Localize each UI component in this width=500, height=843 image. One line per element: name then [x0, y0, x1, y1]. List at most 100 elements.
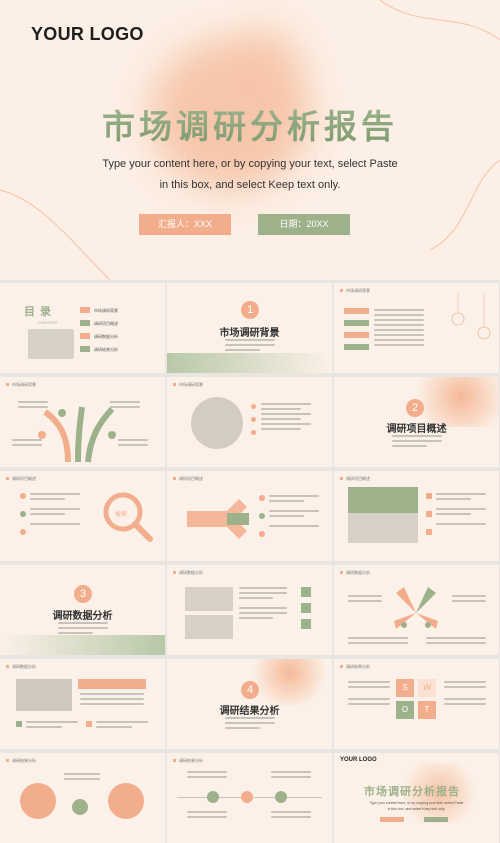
thumb-toc[interactable]: 目 录 CONTENT 市场调研背景 调研项目概述 调研数据分析 调研结果分析 [0, 283, 165, 373]
bullet [16, 721, 22, 727]
text-placeholder [26, 721, 78, 731]
subtitle-line-2: in this box, and select Keep text only. [159, 179, 341, 191]
icon-tile [301, 587, 311, 597]
slide-header: 调研结果分析 [340, 664, 370, 670]
thumb-photo-list[interactable]: 市场调研背景 [167, 377, 332, 467]
thumb-end-cover[interactable]: YOUR LOGO 市场调研分析报告 Type your content her… [334, 753, 499, 843]
toc-content-label: CONTENT [38, 320, 58, 325]
keyboard-photo [16, 679, 72, 711]
photo [185, 615, 233, 639]
text-placeholder [436, 493, 486, 528]
thumb-arrows[interactable]: 市场调研背景 [0, 377, 165, 467]
thumb-section-1[interactable]: 1 市场调研背景 [167, 283, 332, 373]
slide-header: 调研项目概述 [340, 476, 370, 482]
toc-marker-2 [80, 320, 90, 326]
thumb-background-list[interactable]: 市场调研背景 [334, 283, 499, 373]
section-label: 调研结果分析 [219, 706, 280, 717]
section-number: 1 [241, 301, 259, 319]
timeline-node [207, 791, 219, 803]
thumb-search[interactable]: 调研项目概述 搜索 [0, 471, 165, 561]
end-tag [424, 817, 448, 822]
text-placeholder [80, 693, 144, 708]
bullet [86, 721, 92, 727]
text-placeholder [118, 439, 148, 449]
text-placeholder [374, 309, 424, 349]
toc-item-3: 调研数据分析 [94, 334, 118, 339]
peach-glow [247, 659, 332, 705]
text-placeholder [239, 587, 287, 622]
section-number: 3 [74, 585, 92, 603]
thumb-fan-diagram[interactable]: 调研数据分析 [334, 565, 499, 655]
bullet [20, 493, 26, 499]
section-label: 调研项目概述 [386, 424, 447, 435]
section-label: 调研数据分析 [52, 611, 113, 622]
thumb-keyboard[interactable]: 调研数据分析 [0, 659, 165, 749]
decorative-lines [0, 0, 500, 280]
magnifier-icon [103, 492, 153, 542]
cover-subtitle: Type your content here, or by copying yo… [50, 154, 450, 196]
handshake-photo [348, 513, 418, 543]
bullet [259, 531, 265, 537]
thumb-timeline[interactable]: 调研结果分析 [167, 753, 332, 843]
text-placeholder [348, 595, 382, 605]
cover-title: 市场调研分析报告 [0, 100, 500, 148]
slide-header: 调研结果分析 [173, 758, 203, 764]
timeline-node [241, 791, 253, 803]
green-wave [167, 353, 332, 373]
peach-header-bar [78, 679, 146, 689]
thumb-handshake[interactable]: 调研项目概述 [334, 471, 499, 561]
slide-header: 调研项目概述 [6, 476, 36, 482]
text-placeholder [225, 717, 275, 732]
thumb-people-icons[interactable]: 调研结果分析 [0, 753, 165, 843]
text-placeholder [30, 493, 80, 528]
toc-title: 目 录 [24, 306, 53, 318]
user-icon [108, 783, 144, 819]
section-number: 2 [406, 399, 424, 417]
toc-item-1: 市场调研背景 [94, 308, 118, 313]
bullet [259, 495, 265, 501]
end-logo: YOUR LOGO [340, 757, 377, 763]
list-bar [344, 344, 369, 350]
slide-header: 调研数据分析 [6, 664, 36, 670]
text-placeholder [271, 811, 311, 821]
bullet [251, 417, 256, 422]
slide-header: 市场调研背景 [6, 382, 36, 388]
green-panel [348, 487, 418, 513]
timeline-node [275, 791, 287, 803]
search-label: 搜索 [115, 512, 128, 518]
thumb-section-2[interactable]: 2 调研项目概述 [334, 377, 499, 467]
end-subtitle-1: Type your content here, or by copying yo… [369, 801, 464, 805]
thumb-section-4[interactable]: 4 调研结果分析 [167, 659, 332, 749]
icon-tile [301, 619, 311, 629]
end-subtitle-2: in this box, and select Keep text only. [387, 807, 446, 811]
slide-header: 市场调研背景 [173, 382, 203, 388]
round-photo [191, 397, 243, 449]
section-label: 市场调研背景 [219, 328, 280, 339]
text-placeholder [269, 495, 319, 530]
text-placeholder [12, 439, 42, 449]
bullet [259, 513, 265, 519]
slide-header: 调研数据分析 [173, 570, 203, 576]
toc-marker-1 [80, 307, 90, 313]
bullet [251, 404, 256, 409]
text-placeholder [271, 771, 311, 781]
thumb-section-3[interactable]: 3 调研数据分析 [0, 565, 165, 655]
logo: YOUR LOGO [31, 24, 144, 44]
lightbulb-icon [451, 293, 491, 340]
peach-glow [394, 763, 484, 823]
list-bar [344, 320, 369, 326]
text-placeholder [58, 622, 108, 637]
text-placeholder [392, 435, 442, 450]
thumb-chevrons[interactable]: 调研项目概述 [167, 471, 332, 561]
fan-diagram-icon [394, 587, 438, 629]
reporter-tag: 汇报人：XXX [139, 214, 231, 235]
toc-photo [28, 329, 74, 359]
thumb-swot[interactable]: 调研结果分析 S W O T [334, 659, 499, 749]
peach-glow-small [230, 28, 300, 98]
date-tag: 日期：20XX [258, 214, 350, 235]
text-placeholder [452, 595, 486, 605]
subtitle-line-1: Type your content here, or by copying yo… [102, 158, 398, 170]
text-placeholder [187, 811, 227, 821]
bullet [20, 511, 26, 517]
thumb-data-photos[interactable]: 调研数据分析 [167, 565, 332, 655]
